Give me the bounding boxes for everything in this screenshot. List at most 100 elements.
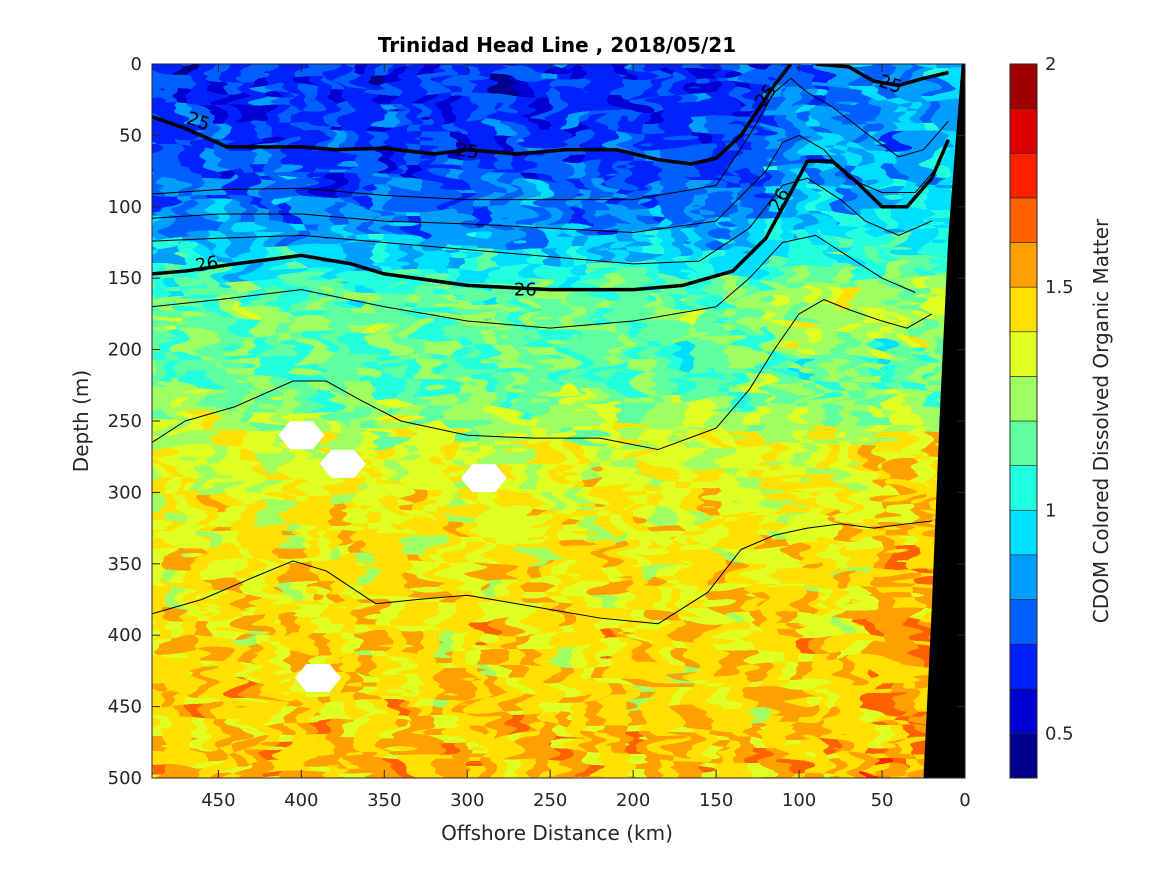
field-cell <box>90 807 106 822</box>
field-cell <box>30 221 46 236</box>
field-cell <box>810 92 826 108</box>
field-cell <box>630 163 646 180</box>
field-cell <box>152 449 166 465</box>
field-cell <box>990 421 1006 436</box>
field-cell <box>780 492 796 508</box>
field-cell <box>510 206 526 223</box>
field-cell <box>15 350 31 365</box>
field-cell <box>255 807 271 822</box>
field-cell <box>360 535 376 551</box>
field-cell <box>240 21 256 36</box>
field-cell <box>90 78 106 93</box>
field-cell <box>360 106 376 123</box>
field-cell <box>30 578 46 593</box>
field-cell <box>90 178 106 193</box>
field-cell <box>840 549 856 565</box>
field-cell <box>75 607 91 622</box>
field-cell <box>975 807 991 822</box>
field-cell <box>120 250 136 265</box>
field-cell <box>660 763 676 778</box>
field-cell <box>480 649 496 665</box>
field-cell <box>870 278 886 294</box>
field-cell <box>990 207 1006 222</box>
field-cell <box>180 178 196 194</box>
field-cell <box>30 649 46 664</box>
field-cell <box>345 706 361 722</box>
field-cell <box>420 563 436 580</box>
field-cell <box>360 692 376 708</box>
field-cell <box>405 735 421 751</box>
field-cell <box>390 463 406 480</box>
field-cell <box>570 720 586 737</box>
field-cell <box>660 506 676 522</box>
field-cell <box>90 749 106 764</box>
field-cell <box>405 492 421 508</box>
field-cell <box>0 164 16 179</box>
y-tick-label: 400 <box>108 625 142 646</box>
field-cell <box>675 206 691 223</box>
field-cell <box>315 749 331 765</box>
field-cell <box>375 163 391 180</box>
field-cell <box>120 521 136 536</box>
field-cell <box>30 164 46 179</box>
field-cell <box>465 578 481 594</box>
field-cell <box>690 492 706 508</box>
field-cell <box>0 264 16 279</box>
field-cell <box>975 350 991 365</box>
field-cell <box>780 735 796 751</box>
field-cell <box>450 706 466 722</box>
field-cell <box>330 206 346 223</box>
field-cell <box>900 763 916 778</box>
field-cell <box>60 707 76 722</box>
field-cell <box>285 192 301 208</box>
field-cell <box>210 421 226 437</box>
colorbar-swatch <box>1009 63 1038 109</box>
field-cell <box>120 835 136 850</box>
field-cell <box>120 21 136 36</box>
field-cell <box>810 135 826 151</box>
field-cell <box>300 64 316 80</box>
field-cell <box>735 449 751 465</box>
field-cell <box>30 607 46 622</box>
field-cell <box>975 550 991 565</box>
field-cell <box>90 335 106 350</box>
field-cell <box>152 678 166 694</box>
field-cell <box>105 107 121 122</box>
field-cell <box>270 749 286 765</box>
field-cell <box>60 35 76 50</box>
field-cell <box>30 707 46 722</box>
field-cell <box>152 64 166 80</box>
field-cell <box>795 121 811 137</box>
field-cell <box>315 292 331 308</box>
field-cell <box>30 478 46 493</box>
field-cell <box>900 606 916 622</box>
field-cell <box>240 735 256 751</box>
field-cell <box>840 378 856 394</box>
field-cell <box>0 278 1 293</box>
field-cell <box>135 721 151 736</box>
field-cell <box>510 635 526 651</box>
field-cell <box>750 763 766 778</box>
field-cell <box>345 163 361 180</box>
field-cell <box>540 620 556 637</box>
field-cell <box>435 663 451 680</box>
field-cell <box>855 792 871 807</box>
field-cell <box>540 106 556 123</box>
field-cell <box>885 492 901 508</box>
field-cell <box>225 263 241 280</box>
field-cell <box>915 620 931 637</box>
field-cell <box>105 178 121 193</box>
field-cell <box>495 706 511 722</box>
field-cell <box>0 635 16 650</box>
field-cell <box>15 564 31 579</box>
field-cell <box>675 78 691 94</box>
field-cell <box>855 692 871 708</box>
field-cell <box>780 563 796 580</box>
field-cell <box>450 463 466 480</box>
field-cell <box>525 321 541 337</box>
field-cell <box>675 763 691 778</box>
field-cell <box>330 578 346 594</box>
field-cell <box>810 578 826 594</box>
field-cell <box>30 50 46 65</box>
field-cell <box>165 606 181 622</box>
